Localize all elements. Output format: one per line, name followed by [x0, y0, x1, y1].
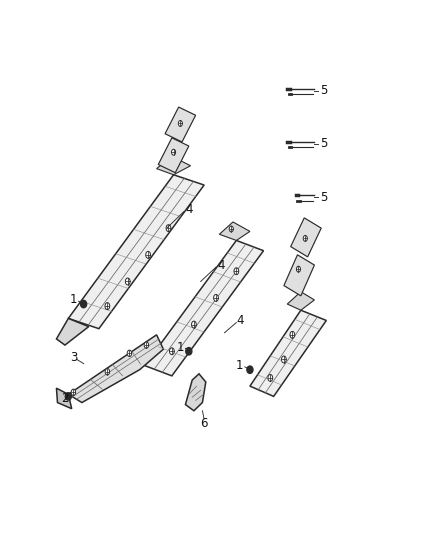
Ellipse shape: [297, 266, 300, 272]
Text: 1: 1: [70, 294, 77, 306]
Polygon shape: [68, 175, 204, 329]
Text: 5: 5: [320, 191, 328, 204]
Ellipse shape: [172, 149, 176, 155]
Text: 4: 4: [185, 203, 193, 216]
Text: 2: 2: [61, 392, 69, 405]
Ellipse shape: [146, 252, 151, 259]
Ellipse shape: [166, 225, 171, 231]
Text: 3: 3: [70, 351, 77, 364]
Text: 5: 5: [320, 84, 328, 97]
Ellipse shape: [178, 120, 182, 126]
Text: 5: 5: [320, 138, 328, 150]
Ellipse shape: [268, 375, 273, 382]
Polygon shape: [156, 156, 191, 175]
Ellipse shape: [290, 332, 295, 338]
Ellipse shape: [125, 278, 130, 285]
Polygon shape: [145, 240, 264, 376]
Text: 1: 1: [177, 341, 184, 353]
Polygon shape: [68, 335, 163, 402]
Ellipse shape: [191, 321, 196, 328]
Ellipse shape: [71, 389, 76, 395]
Polygon shape: [57, 388, 72, 409]
Polygon shape: [158, 138, 189, 173]
Polygon shape: [291, 218, 321, 257]
Text: 1: 1: [236, 359, 244, 372]
Ellipse shape: [105, 303, 110, 310]
Text: 4: 4: [217, 259, 225, 271]
Polygon shape: [57, 318, 88, 345]
Text: 6: 6: [200, 417, 208, 430]
Polygon shape: [219, 222, 250, 240]
Ellipse shape: [234, 268, 239, 274]
Polygon shape: [165, 107, 196, 142]
Ellipse shape: [105, 368, 110, 375]
Circle shape: [186, 348, 192, 355]
Polygon shape: [287, 292, 314, 310]
Ellipse shape: [144, 342, 148, 348]
Ellipse shape: [127, 350, 132, 357]
Circle shape: [65, 393, 71, 400]
Polygon shape: [284, 255, 314, 296]
Polygon shape: [250, 310, 326, 397]
Circle shape: [247, 366, 253, 374]
Ellipse shape: [214, 294, 219, 301]
Text: 4: 4: [236, 314, 244, 327]
Ellipse shape: [170, 348, 174, 354]
Circle shape: [81, 301, 87, 308]
Polygon shape: [185, 374, 206, 411]
Ellipse shape: [229, 226, 233, 232]
Ellipse shape: [282, 356, 286, 363]
Ellipse shape: [303, 236, 307, 241]
